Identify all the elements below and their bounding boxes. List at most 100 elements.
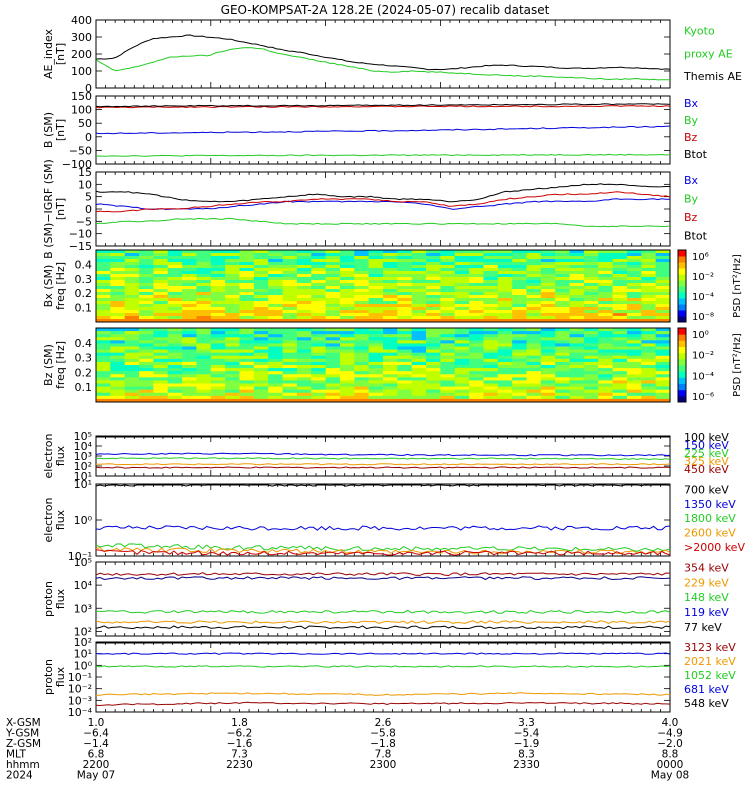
spectrogram-cell	[139, 355, 154, 360]
spectrogram-cell	[469, 283, 484, 287]
colorbar-segment	[678, 371, 686, 378]
spectrogram-cell	[440, 383, 456, 388]
spectrogram-cell	[555, 398, 571, 403]
spectrogram-cell	[526, 352, 542, 357]
spectrogram-cell	[124, 346, 140, 351]
spectrogram-cell	[182, 301, 197, 305]
spectrogram-cell	[354, 337, 370, 341]
spectrogram-cell	[339, 310, 355, 314]
spectrogram-cell	[167, 365, 183, 369]
spectrogram-cell	[225, 392, 240, 397]
spectrogram-cell	[368, 295, 384, 299]
spectrogram-cell	[555, 271, 571, 275]
spectrogram-cell	[497, 337, 513, 341]
spectrogram-cell	[268, 307, 284, 311]
spectrogram-cell	[354, 386, 370, 391]
spectrogram-cell	[167, 265, 183, 269]
spectrogram-cell	[469, 259, 484, 263]
spectrogram-cell	[497, 371, 513, 375]
spectrogram-cell	[139, 304, 154, 308]
spectrogram-cell	[110, 271, 126, 275]
spectrogram-cell	[296, 310, 312, 314]
spectrogram-cell	[296, 298, 312, 302]
spectrogram-cell	[526, 301, 542, 305]
spectrogram-cell	[354, 389, 370, 394]
spectrogram-cell	[110, 304, 126, 308]
spectrogram-cell	[440, 250, 456, 254]
spectrogram-cell	[296, 392, 312, 397]
spectrogram-cell	[354, 268, 370, 272]
spectrogram-cell	[225, 331, 240, 335]
spectrogram-cell	[497, 328, 513, 332]
spectrogram-cell	[354, 328, 370, 332]
spectrogram-cell	[110, 292, 126, 296]
spectrogram-cell	[311, 386, 327, 391]
spectrogram-cell	[153, 274, 169, 278]
spectrogram-cell	[167, 283, 183, 287]
spectrogram-cell	[182, 289, 197, 293]
spectrogram-cell	[540, 398, 556, 403]
spectrogram-cell	[497, 392, 513, 397]
spectrogram-cell	[483, 371, 499, 375]
spectrogram-cell	[526, 307, 542, 311]
spectrogram-cell	[526, 289, 542, 293]
spectrogram-cell	[411, 262, 427, 266]
spectrogram-cell	[339, 331, 355, 335]
colorbar-tick-label: 10⁻⁶	[692, 392, 714, 403]
spectrogram-cell	[440, 262, 456, 266]
spectrogram-cell	[397, 331, 413, 335]
spectrogram-cell	[655, 277, 671, 281]
spectrogram-cell	[139, 262, 154, 266]
spectrogram-cell	[225, 365, 240, 369]
spectrogram-cell	[469, 395, 484, 400]
spectrogram-cell	[555, 374, 571, 378]
spectrogram-cell	[368, 280, 384, 284]
spectrogram-cell	[368, 343, 384, 347]
y-tick-label: 10⁻³	[68, 694, 92, 707]
spectrogram-cell	[139, 313, 154, 317]
spectrogram-cell	[311, 374, 327, 378]
spectrogram-cell	[440, 371, 456, 375]
spectrogram-cell	[339, 398, 355, 403]
spectrogram-cell	[426, 271, 441, 275]
spectrogram-cell	[268, 301, 284, 305]
spectrogram-cell	[526, 371, 542, 375]
spectrogram-cell	[454, 380, 470, 384]
spectrogram-cell	[483, 334, 499, 338]
spectrogram-cell	[339, 265, 355, 269]
spectrogram-cell	[626, 340, 642, 344]
spectrogram-cell	[426, 262, 441, 266]
y-tick-label: 10⁵	[74, 430, 92, 443]
y-axis-label: Bx (SM)	[42, 265, 55, 308]
spectrogram-cell	[296, 334, 312, 338]
y-tick-label: 10⁻²	[68, 683, 92, 696]
spectrogram-cell	[239, 331, 255, 335]
spectrogram-cell	[483, 319, 499, 323]
colorbar-segment	[678, 280, 686, 287]
spectrogram-cell	[296, 389, 312, 394]
spectrogram-cell	[167, 386, 183, 391]
spectrogram-cell	[483, 265, 499, 269]
spectrogram-cell	[182, 343, 197, 347]
spectrogram-cell	[483, 298, 499, 302]
spectrogram-cell	[440, 319, 456, 323]
spectrogram-cell	[426, 259, 441, 263]
ephemeris-value: −6.2	[227, 728, 253, 740]
spectrogram-cell	[626, 386, 642, 391]
spectrogram-cell	[598, 280, 614, 284]
spectrogram-cell	[139, 383, 154, 388]
spectrogram-cell	[210, 355, 226, 360]
spectrogram-cell	[583, 301, 599, 305]
spectrogram-cell	[397, 280, 413, 284]
panel-bx-spec: 0.40.30.20.1Bx (SM) freq [Hz]10⁶10⁻²10⁻⁴1…	[42, 249, 743, 323]
spectrogram-cell	[626, 319, 642, 323]
spectrogram-cell	[282, 383, 298, 388]
spectrogram-cell	[454, 292, 470, 296]
spectrogram-cell	[182, 361, 197, 366]
spectrogram-cell	[368, 340, 384, 344]
spectrogram-cell	[583, 256, 599, 260]
spectrogram-cell	[368, 265, 384, 269]
series-line	[95, 572, 671, 577]
spectrogram-cell	[555, 383, 571, 388]
